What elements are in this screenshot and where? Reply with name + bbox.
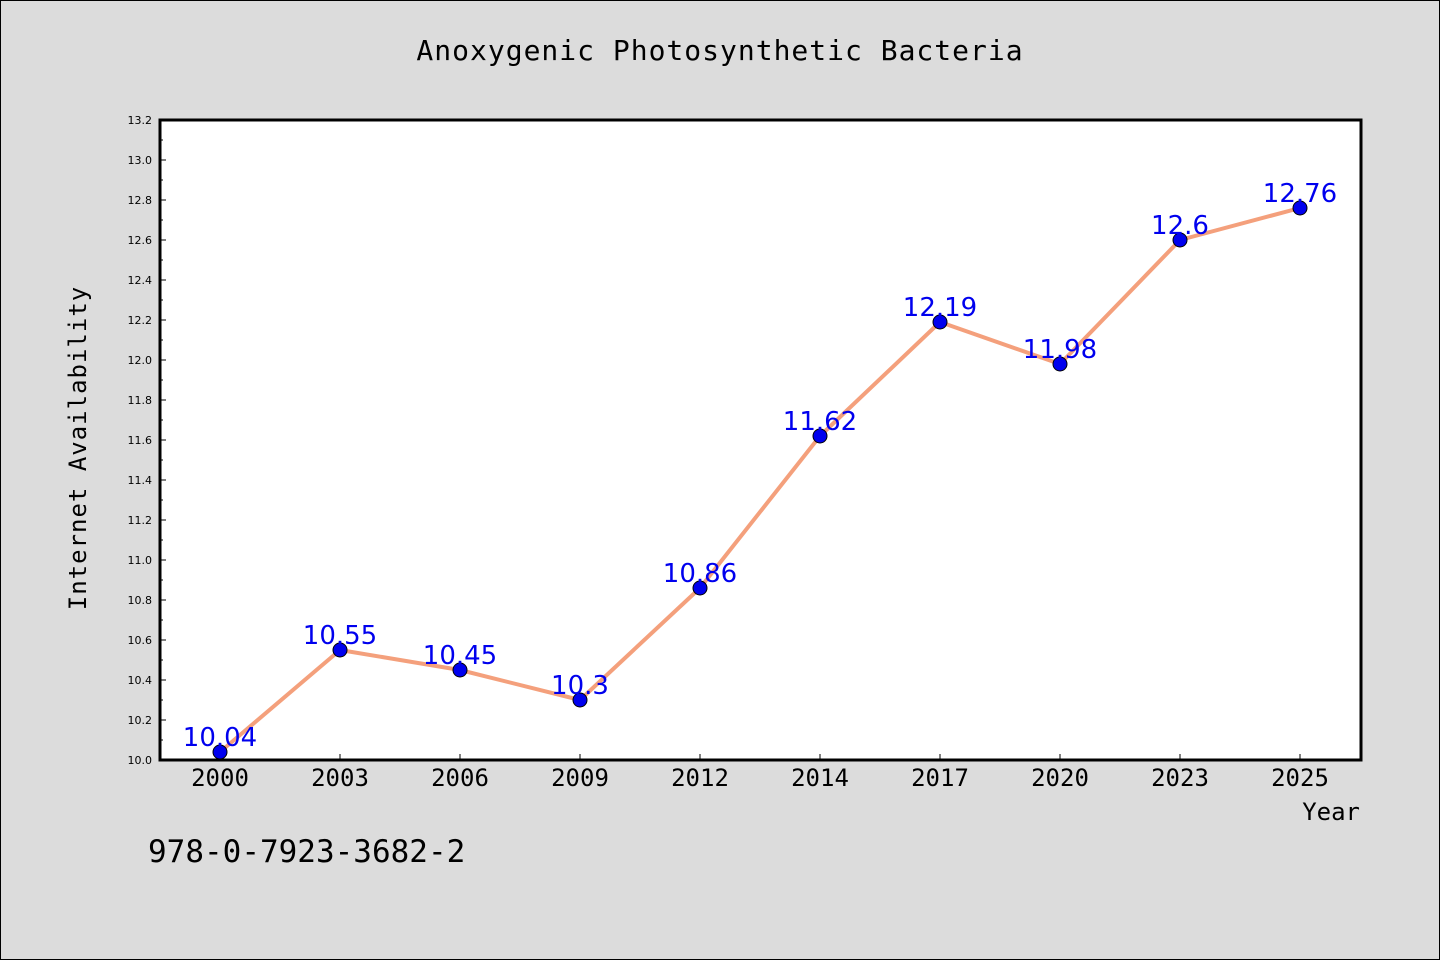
data-label: 10.55 — [303, 621, 377, 651]
x-tick-label: 2006 — [431, 764, 489, 792]
y-axis-label: Internet Availability — [64, 286, 92, 610]
x-tick-label: 2023 — [1151, 764, 1209, 792]
y-tick-label: 10.8 — [128, 594, 153, 607]
x-tick-label: 2000 — [191, 764, 249, 792]
data-point — [692, 580, 708, 596]
y-tick-label: 13.0 — [128, 154, 153, 167]
isbn-text: 978-0-7923-3682-2 — [148, 834, 466, 870]
y-tick-label: 11.4 — [128, 474, 153, 487]
x-tick-label: 2020 — [1031, 764, 1089, 792]
y-tick-label: 10.0 — [128, 754, 153, 767]
data-label: 12.19 — [903, 293, 977, 323]
x-tick-label: 2017 — [911, 764, 969, 792]
data-point — [332, 642, 348, 658]
series-group: 10.04 10.55 10.45 10.3 10.86 11.62 12.19 11.98 1… — [183, 179, 1337, 760]
y-tick-label: 12.0 — [128, 354, 153, 367]
data-point — [812, 428, 828, 444]
y-tick-label: 11.6 — [128, 434, 153, 447]
data-label: 10.3 — [551, 671, 609, 701]
data-label: 10.86 — [663, 559, 737, 589]
x-tick-label: 2012 — [671, 764, 729, 792]
y-tick-label: 10.6 — [128, 634, 153, 647]
x-tick-label: 2025 — [1271, 764, 1329, 792]
chart-title: Anoxygenic Photosynthetic Bacteria — [416, 34, 1024, 67]
y-tick-label: 11.0 — [128, 554, 153, 567]
y-tick-label: 13.2 — [128, 114, 153, 127]
y-tick-label: 12.6 — [128, 234, 153, 247]
data-label: 11.98 — [1023, 335, 1097, 365]
data-point — [572, 692, 588, 708]
y-tick-label: 10.2 — [128, 714, 153, 727]
data-label: 11.62 — [783, 407, 857, 437]
x-axis: 2000 2003 2006 2009 2012 2014 2017 2020 2023 2025 — [191, 754, 1329, 792]
data-point — [932, 314, 948, 330]
x-tick-label: 2014 — [791, 764, 849, 792]
y-axis: 10.0 10.2 10.4 10.6 10.8 11.0 11.2 11.4 11.6 11.8… — [128, 114, 166, 767]
y-tick-label: 12.4 — [128, 274, 153, 287]
data-label: 12.6 — [1151, 211, 1209, 241]
data-point — [1052, 356, 1068, 372]
data-label: 10.45 — [423, 641, 497, 671]
y-tick-label: 11.8 — [128, 394, 153, 407]
x-tick-label: 2003 — [311, 764, 369, 792]
x-axis-label: Year — [1302, 798, 1360, 826]
y-tick-label: 11.2 — [128, 514, 153, 527]
data-point — [452, 662, 468, 678]
x-tick-label: 2009 — [551, 764, 609, 792]
data-point — [212, 744, 228, 760]
data-label: 12.76 — [1263, 179, 1337, 209]
data-point — [1292, 200, 1308, 216]
y-tick-label: 12.2 — [128, 314, 153, 327]
y-tick-label: 12.8 — [128, 194, 153, 207]
data-label: 10.04 — [183, 723, 257, 753]
series-line — [218, 206, 1302, 754]
y-tick-label: 10.4 — [128, 674, 153, 687]
data-point — [1172, 232, 1188, 248]
